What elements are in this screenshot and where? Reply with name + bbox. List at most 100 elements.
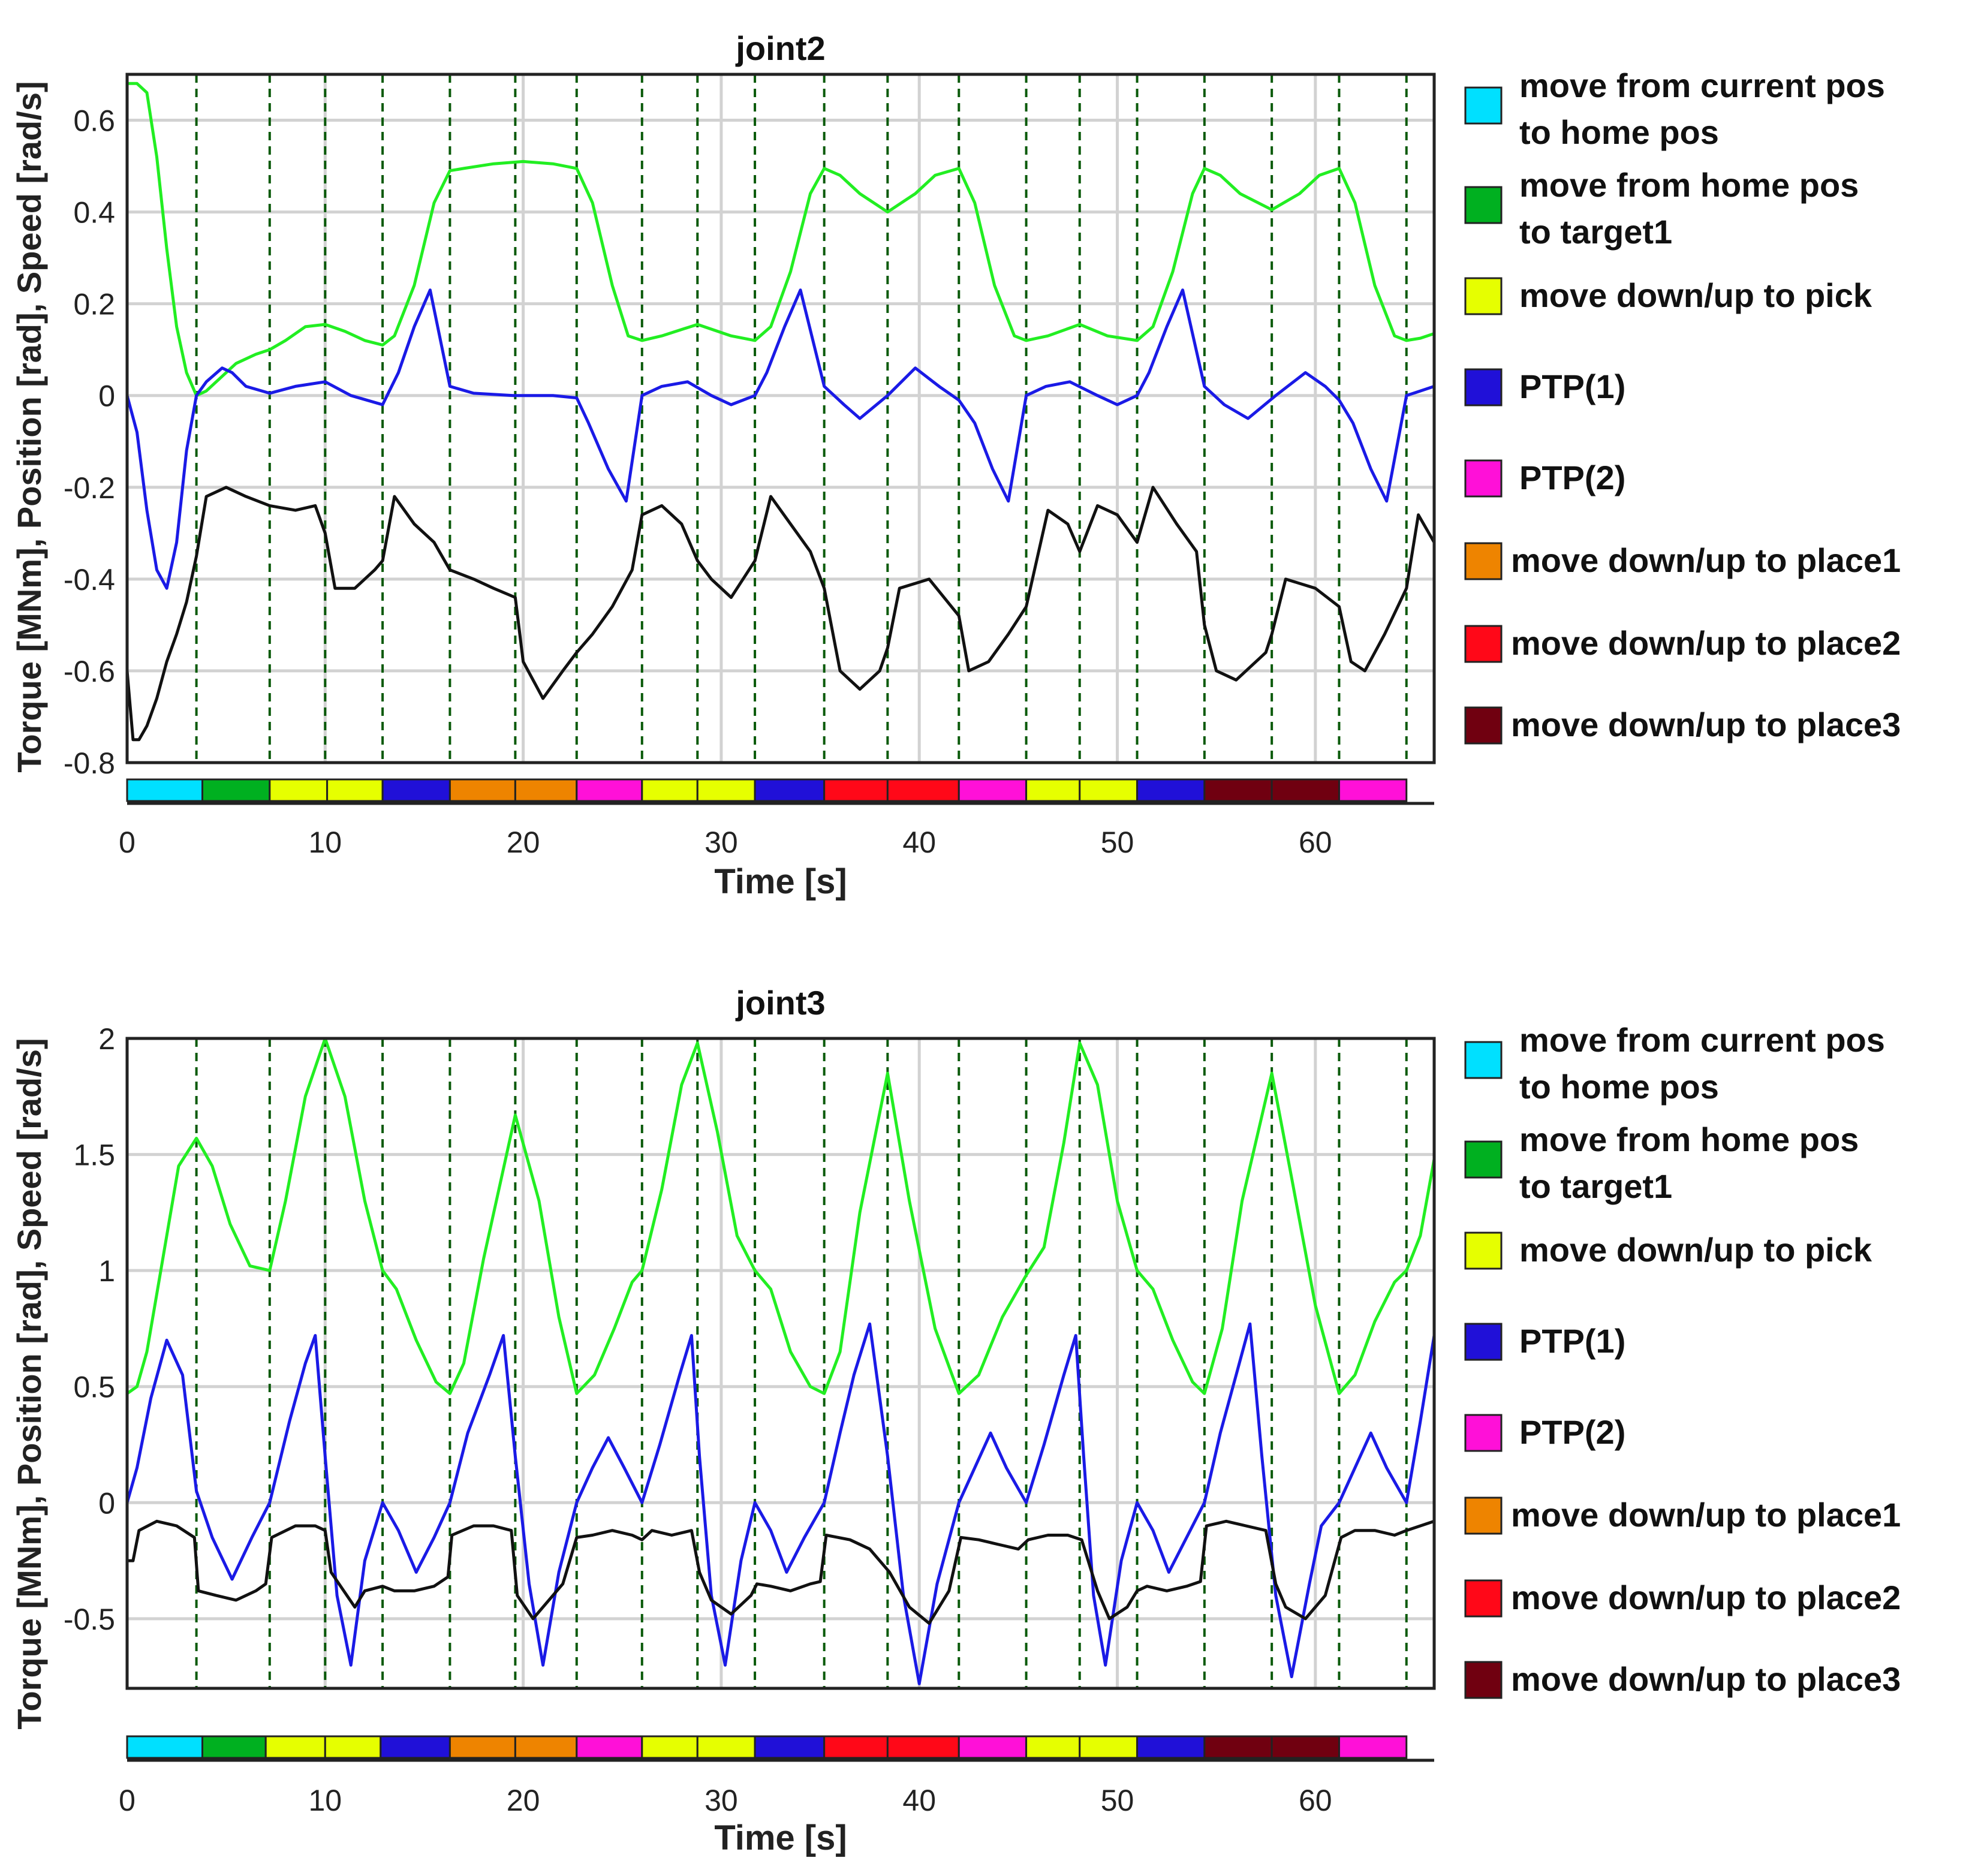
y-tick-label: 1.5 [73, 1139, 115, 1172]
y-tick-label: 0.6 [73, 104, 115, 138]
y-tick-labels: -0.5 0 0.5 1 1.5 2 [64, 1022, 115, 1636]
phase-bar-segment [641, 778, 699, 802]
phase-bar-segment [576, 778, 643, 802]
x-tick-labels: 0 10 20 30 40 50 60 [119, 826, 1332, 859]
x-tick-label: 0 [119, 826, 136, 859]
phase-bar-segment [1079, 1735, 1139, 1759]
phase-bar-segment [1338, 1735, 1408, 1759]
phase-bar-segment [324, 1735, 382, 1759]
y-tick-label: 0.4 [73, 196, 115, 230]
legend-swatch [1464, 186, 1503, 224]
y-tick-label: -0.2 [64, 471, 115, 505]
phase-bar-segment [1136, 1735, 1206, 1759]
series-speed [125, 288, 1436, 590]
series-lines [125, 1037, 1436, 1685]
legend-label: to target1 [1519, 213, 1672, 251]
phase-bar-segment [754, 1735, 826, 1759]
legend-swatch [1464, 86, 1503, 125]
x-axis-label: Time [s] [714, 862, 847, 901]
chart-title: joint2 [735, 29, 825, 67]
phase-bar-segment [126, 778, 204, 802]
legend-label: move down/up to place3 [1511, 1660, 1901, 1698]
phase-bar-segment [1025, 1735, 1081, 1759]
phase-bar-segment [1270, 1735, 1340, 1759]
legend-label: move down/up to place1 [1511, 1496, 1901, 1534]
series-speed [125, 1322, 1436, 1685]
legend-swatch [1464, 1496, 1503, 1535]
phase-bar-segment [1203, 778, 1273, 802]
chart-title: joint3 [735, 984, 825, 1022]
phase-bar-segment [201, 778, 271, 802]
legend-swatch [1464, 1579, 1503, 1618]
phase-bar-segment [1338, 778, 1408, 802]
phase-bar-segment [201, 1735, 267, 1759]
legend-label: move down/up to pick [1519, 1231, 1872, 1269]
x-tick-label: 30 [704, 826, 738, 859]
y-tick-label: -0.5 [64, 1603, 115, 1636]
y-tick-label: -0.4 [64, 563, 115, 597]
x-axis-label: Time [s] [714, 1818, 847, 1857]
legend-label: PTP(1) [1519, 368, 1625, 405]
phase-bar-segment [823, 778, 889, 802]
legend-swatch [1464, 1231, 1503, 1270]
x-tick-label: 10 [308, 826, 342, 859]
phase-bar [126, 778, 1434, 805]
legend-swatch [1464, 1140, 1503, 1179]
y-tick-label: 0 [98, 380, 115, 413]
legend-label: move from current pos [1519, 1021, 1885, 1059]
phase-bar-segment [380, 1735, 451, 1759]
legend-label: move from home pos [1519, 1121, 1859, 1158]
x-tick-label: 60 [1299, 826, 1332, 859]
phase-bar-segment [1136, 778, 1206, 802]
phase-bar-segment [641, 1735, 699, 1759]
legend-label: move down/up to place2 [1511, 624, 1901, 662]
y-tick-label: 0 [98, 1486, 115, 1520]
plot-frame [125, 73, 1436, 764]
legend-swatch [1464, 1414, 1503, 1452]
y-tick-label: 0.5 [73, 1371, 115, 1404]
legend-swatch [1464, 542, 1503, 580]
legend-label: PTP(2) [1519, 1413, 1625, 1451]
x-tick-label: 40 [902, 826, 936, 859]
legend-swatch [1464, 625, 1503, 663]
phase-bar-segment [754, 778, 826, 802]
phase-bar-segment [326, 778, 384, 802]
phase-bar-segment [126, 1735, 204, 1759]
legend-swatch [1464, 277, 1503, 315]
y-tick-label: 0.2 [73, 288, 115, 321]
legend-joint2: move from current pos to home pos move fro… [1464, 67, 1901, 745]
series-position [125, 82, 1436, 398]
chart-joint2: joint2 Torque [MNm], Position [rad], Spe… [10, 29, 1436, 901]
y-tick-label: -0.8 [64, 746, 115, 780]
series-torque [125, 1519, 1436, 1625]
x-tick-label: 50 [1101, 826, 1134, 859]
y-axis-label: Torque [MNm], Position [rad], Speed [rad… [10, 81, 48, 772]
phase-bar-segment [886, 1735, 960, 1759]
series-position [125, 1037, 1436, 1395]
x-tick-label: 30 [704, 1784, 738, 1817]
phase-bar-segment [514, 1735, 578, 1759]
legend-label: PTP(2) [1519, 459, 1625, 496]
x-tick-label: 50 [1101, 1784, 1134, 1817]
legend-label: PTP(1) [1519, 1322, 1625, 1360]
legend-swatch [1464, 1041, 1503, 1079]
phase-bar-segment [448, 1735, 516, 1759]
legend-joint3: move from current pos to home pos move fro… [1464, 1021, 1901, 1699]
segment-dividers [195, 1038, 1408, 1688]
y-tick-label: -0.6 [64, 655, 115, 688]
phase-bar-segment [381, 778, 451, 802]
x-tick-label: 20 [507, 826, 540, 859]
x-tick-label: 60 [1299, 1784, 1332, 1817]
legend-label: to home pos [1519, 113, 1719, 151]
phase-bar-segment [269, 778, 329, 802]
phase-bar-segment [1270, 778, 1340, 802]
y-axis-label: Torque [MNm], Position [rad], Speed [rad… [10, 1038, 48, 1729]
x-tick-labels: 0 10 20 30 40 50 60 [119, 1784, 1332, 1817]
plot-frame [125, 1037, 1436, 1690]
y-tick-label: 2 [98, 1022, 115, 1056]
chart-joint3: joint3 Torque [MNm], Position [rad], Spe… [10, 984, 1436, 1857]
legend-label: to home pos [1519, 1068, 1719, 1106]
legend-swatch [1464, 459, 1503, 498]
phase-bar-segment [1203, 1735, 1273, 1759]
